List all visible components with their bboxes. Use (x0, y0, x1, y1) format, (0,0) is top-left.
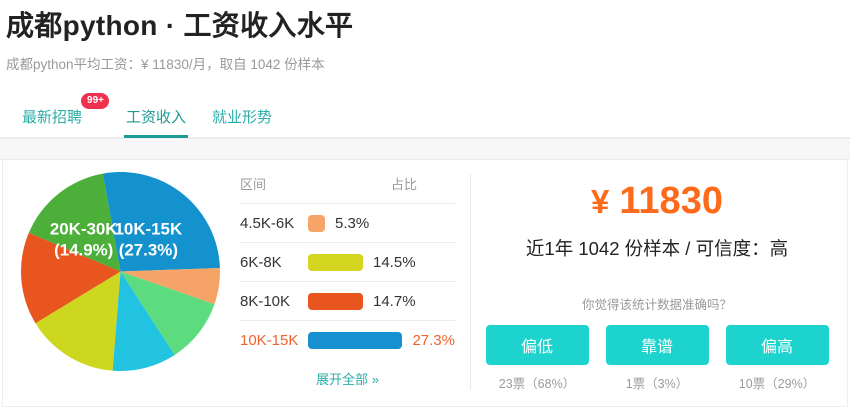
svg-text:20K-30K: 20K-30K (50, 220, 118, 239)
svg-text:(27.3%): (27.3%) (119, 241, 178, 260)
svg-text:(14.9%): (14.9%) (54, 241, 113, 260)
svg-text:10K-15K: 10K-15K (115, 220, 183, 239)
